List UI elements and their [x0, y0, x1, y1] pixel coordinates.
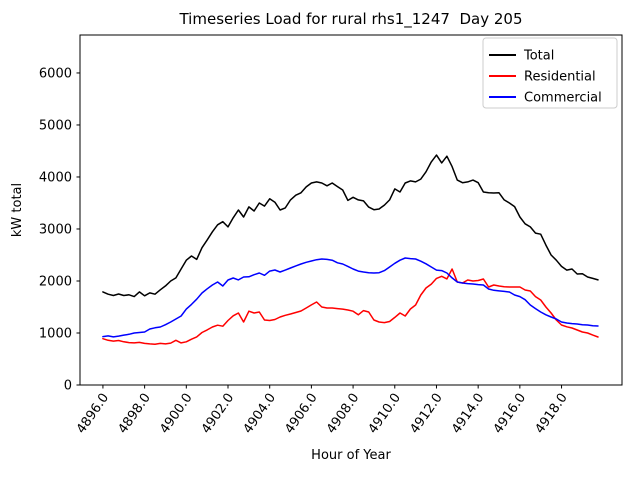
y-axis-label: kW total [10, 183, 25, 237]
y-tick-label: 4000 [39, 170, 72, 185]
legend-entry-total: Total [489, 49, 554, 64]
plot-border [79, 34, 623, 386]
plot-lines [102, 154, 599, 345]
x-tick-label: 4898.0 [116, 391, 154, 437]
x-tick-label: 4910.0 [366, 391, 404, 437]
y-tick-label: 1000 [39, 326, 72, 341]
legend-entry-commercial: Commercial [489, 91, 602, 106]
legend-label-total: Total [523, 49, 554, 64]
legend-entry-residential: Residential [489, 70, 596, 85]
series-line-residential [102, 268, 599, 345]
series-line-commercial [102, 257, 599, 338]
x-tick-label: 4900.0 [157, 391, 195, 437]
x-tick-label: 4908.0 [324, 391, 362, 437]
legend-label-commercial: Commercial [524, 91, 602, 106]
legend-label-residential: Residential [524, 70, 596, 85]
x-tick-label: 4906.0 [282, 391, 320, 437]
x-tick-label: 4902.0 [199, 391, 237, 437]
legend: Total Residential Commercial [482, 37, 618, 109]
y-tick-label: 0 [64, 379, 72, 394]
y-tick-label: 3000 [39, 222, 72, 237]
y-tick-label: 6000 [39, 66, 72, 81]
series-line-total [102, 154, 599, 298]
x-axis-ticks: 4896.0 4898.0 4900.0 4902.0 4904.0 4906.0 4908… [74, 385, 571, 437]
x-tick-label: 4904.0 [241, 391, 279, 437]
y-axis-ticks: 0 1000 2000 3000 4000 5000 6000 [39, 66, 80, 394]
y-tick-label: 2000 [39, 274, 72, 289]
chart-title: Timeseries Load for rural rhs1_1247 Day … [178, 10, 522, 29]
x-axis-label: Hour of Year [311, 448, 391, 463]
x-tick-label: 4918.0 [532, 391, 570, 437]
x-tick-label: 4896.0 [74, 391, 112, 437]
x-tick-label: 4916.0 [491, 391, 529, 437]
x-tick-label: 4912.0 [407, 391, 445, 437]
y-tick-label: 5000 [39, 118, 72, 133]
x-tick-label: 4914.0 [449, 391, 487, 437]
legend-box [482, 37, 618, 109]
